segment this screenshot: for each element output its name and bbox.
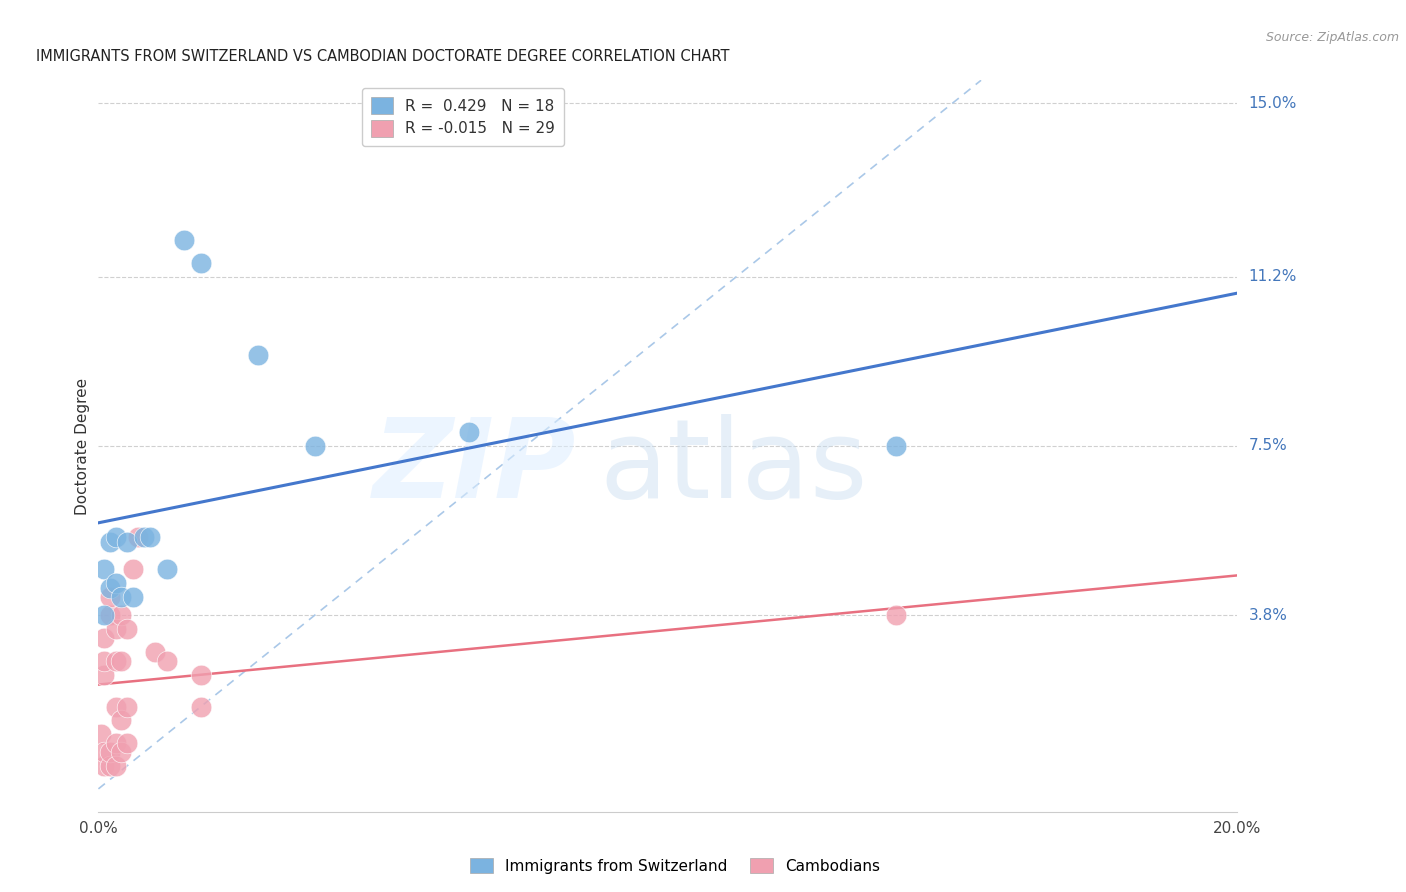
Point <box>115 622 138 636</box>
Text: ZIP: ZIP <box>373 415 576 522</box>
Point <box>110 608 132 623</box>
Point <box>457 425 479 440</box>
Point <box>98 745 121 759</box>
Point <box>98 581 121 595</box>
Point <box>115 736 138 750</box>
Point <box>115 535 138 549</box>
Point <box>104 736 127 750</box>
Point <box>93 759 115 773</box>
Point <box>110 745 132 759</box>
Legend: Immigrants from Switzerland, Cambodians: Immigrants from Switzerland, Cambodians <box>464 852 886 880</box>
Point <box>104 530 127 544</box>
Point <box>132 530 155 544</box>
Point <box>190 256 212 270</box>
Point <box>121 562 143 576</box>
Point <box>127 530 149 544</box>
Point <box>156 562 179 576</box>
Point <box>104 759 127 773</box>
Legend: R =  0.429   N = 18, R = -0.015   N = 29: R = 0.429 N = 18, R = -0.015 N = 29 <box>361 88 564 145</box>
Text: 7.5%: 7.5% <box>1249 439 1288 453</box>
Point <box>884 439 907 453</box>
Point <box>246 348 269 362</box>
Text: atlas: atlas <box>599 415 868 522</box>
Text: IMMIGRANTS FROM SWITZERLAND VS CAMBODIAN DOCTORATE DEGREE CORRELATION CHART: IMMIGRANTS FROM SWITZERLAND VS CAMBODIAN… <box>35 49 730 64</box>
Point <box>145 645 167 659</box>
Point <box>104 622 127 636</box>
Point <box>104 654 127 668</box>
Text: 11.2%: 11.2% <box>1249 269 1298 285</box>
Text: Source: ZipAtlas.com: Source: ZipAtlas.com <box>1265 31 1399 45</box>
Point <box>93 654 115 668</box>
Point <box>104 576 127 591</box>
Point <box>115 699 138 714</box>
Point <box>93 562 115 576</box>
Point <box>110 714 132 728</box>
Point <box>98 608 121 623</box>
Point <box>93 631 115 645</box>
Y-axis label: Doctorate Degree: Doctorate Degree <box>75 377 90 515</box>
Point <box>156 654 179 668</box>
Point <box>98 759 121 773</box>
Point <box>98 535 121 549</box>
Point <box>110 590 132 604</box>
Point <box>173 233 195 247</box>
Point <box>190 667 212 681</box>
Point <box>110 654 132 668</box>
Text: 15.0%: 15.0% <box>1249 95 1298 111</box>
Text: 3.8%: 3.8% <box>1249 607 1288 623</box>
Point <box>138 530 160 544</box>
Point <box>190 699 212 714</box>
Point <box>93 745 115 759</box>
Point <box>304 439 326 453</box>
Point <box>93 608 115 623</box>
Point <box>104 699 127 714</box>
Point <box>93 667 115 681</box>
Point <box>121 590 143 604</box>
Point <box>90 727 112 741</box>
Point <box>884 608 907 623</box>
Point <box>98 590 121 604</box>
